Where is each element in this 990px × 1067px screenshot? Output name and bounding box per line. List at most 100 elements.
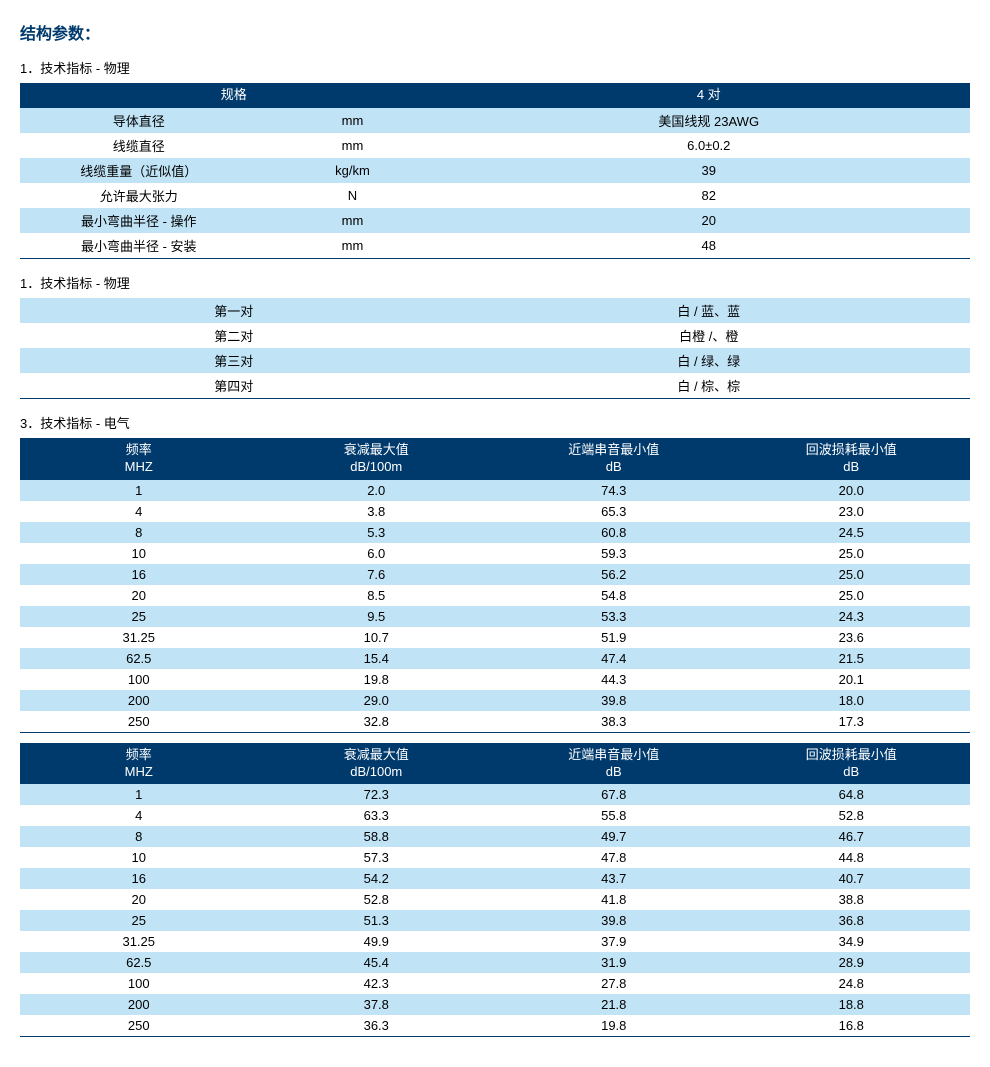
table-cell: 31.25 [20,931,258,952]
table-cell: 6.0 [258,543,496,564]
table-cell: 白 / 蓝、蓝 [448,298,971,323]
table-cell: 31.25 [20,627,258,648]
table-cell: 67.8 [495,784,733,805]
table-cell: 线缆重量（近似值） [20,158,258,183]
table-row: 172.367.864.8 [20,784,970,805]
table-cell: mm [258,133,448,158]
table-cell: 3.8 [258,501,496,522]
table-cell: 48 [448,233,971,259]
table-row: 线缆重量（近似值）kg/km39 [20,158,970,183]
table-cell: 23.6 [733,627,971,648]
table-cell: 白 / 绿、绿 [448,348,971,373]
table-cell: 23.0 [733,501,971,522]
table-cell: 允许最大张力 [20,183,258,208]
table-cell: 250 [20,1015,258,1037]
table-cell: 47.8 [495,847,733,868]
table-row: 允许最大张力N82 [20,183,970,208]
table-cell: 82 [448,183,971,208]
table-row: 31.2510.751.923.6 [20,627,970,648]
table-row: 463.355.852.8 [20,805,970,826]
table-cell: 32.8 [258,711,496,733]
table-header: 回波损耗最小值dB [733,438,971,480]
table-row: 线缆直径mm6.0±0.2 [20,133,970,158]
table-row: 最小弯曲半径 - 操作mm20 [20,208,970,233]
table-cell: 美国线规 23AWG [448,108,971,133]
table-cell: 最小弯曲半径 - 操作 [20,208,258,233]
table-row: 31.2549.937.934.9 [20,931,970,952]
table-cell: 10.7 [258,627,496,648]
table-cell: 25 [20,606,258,627]
table-cell: 15.4 [258,648,496,669]
table-cell: 第一对 [20,298,448,323]
table-row: 85.360.824.5 [20,522,970,543]
table-cell: 72.3 [258,784,496,805]
table-cell: 39.8 [495,910,733,931]
table-cell: 18.8 [733,994,971,1015]
table-row: 259.553.324.3 [20,606,970,627]
table-cell: 28.9 [733,952,971,973]
table-row: 第一对白 / 蓝、蓝 [20,298,970,323]
table-cell: 25 [20,910,258,931]
table-header: 频率MHZ [20,743,258,785]
table-row: 1654.243.740.7 [20,868,970,889]
table-cell: 线缆直径 [20,133,258,158]
table-cell: 24.8 [733,973,971,994]
table-cell: 25.0 [733,543,971,564]
table-row: 106.059.325.0 [20,543,970,564]
table-cell: 白 / 棕、棕 [448,373,971,399]
table-cell: 49.7 [495,826,733,847]
table-row: 167.656.225.0 [20,564,970,585]
table-cell: 46.7 [733,826,971,847]
table-row: 12.074.320.0 [20,480,970,501]
table-cell: 100 [20,973,258,994]
table-header: 衰减最大值dB/100m [258,438,496,480]
table-cell: 最小弯曲半径 - 安装 [20,233,258,259]
table-cell: 47.4 [495,648,733,669]
table-cell: 45.4 [258,952,496,973]
table-cell: 24.3 [733,606,971,627]
table-cell: 37.8 [258,994,496,1015]
table-cell: 44.8 [733,847,971,868]
page-title: 结构参数： [20,20,970,44]
table-cell: 31.9 [495,952,733,973]
table1-header-spec: 规格 [20,83,448,108]
table-cell: 20 [20,889,258,910]
table-cell: 10 [20,847,258,868]
table-cell: kg/km [258,158,448,183]
table-cell: 100 [20,669,258,690]
table-cell: 60.8 [495,522,733,543]
table-cell: 8 [20,522,258,543]
table-cell: 250 [20,711,258,733]
table-cell: 8 [20,826,258,847]
table-cell: 58.8 [258,826,496,847]
table-cell: 20 [20,585,258,606]
table-cell: 导体直径 [20,108,258,133]
table-row: 62.545.431.928.9 [20,952,970,973]
table-cell: 51.9 [495,627,733,648]
table-cell: 57.3 [258,847,496,868]
table-cell: 74.3 [495,480,733,501]
table-cell: 18.0 [733,690,971,711]
table-cell: 37.9 [495,931,733,952]
table-cell: 20 [448,208,971,233]
table-cell: 59.3 [495,543,733,564]
table-cell: mm [258,108,448,133]
table-cell: 19.8 [258,669,496,690]
table-row: 2551.339.836.8 [20,910,970,931]
table-cell: 白橙 /、橙 [448,323,971,348]
table-cell: 54.8 [495,585,733,606]
table-cell: mm [258,233,448,259]
table-cell: 第四对 [20,373,448,399]
table-cell: 40.7 [733,868,971,889]
table-row: 25036.319.816.8 [20,1015,970,1037]
table-cell: 38.8 [733,889,971,910]
table-cell: 36.3 [258,1015,496,1037]
table-electrical-a: 频率MHZ衰减最大值dB/100m近端串音最小值dB回波损耗最小值dB 12.0… [20,438,970,733]
table-cell: 8.5 [258,585,496,606]
table-cell: 20.0 [733,480,971,501]
table-cell: 2.0 [258,480,496,501]
table-cell: 21.5 [733,648,971,669]
table-cell: 39.8 [495,690,733,711]
table-cell: 20.1 [733,669,971,690]
table-row: 2052.841.838.8 [20,889,970,910]
